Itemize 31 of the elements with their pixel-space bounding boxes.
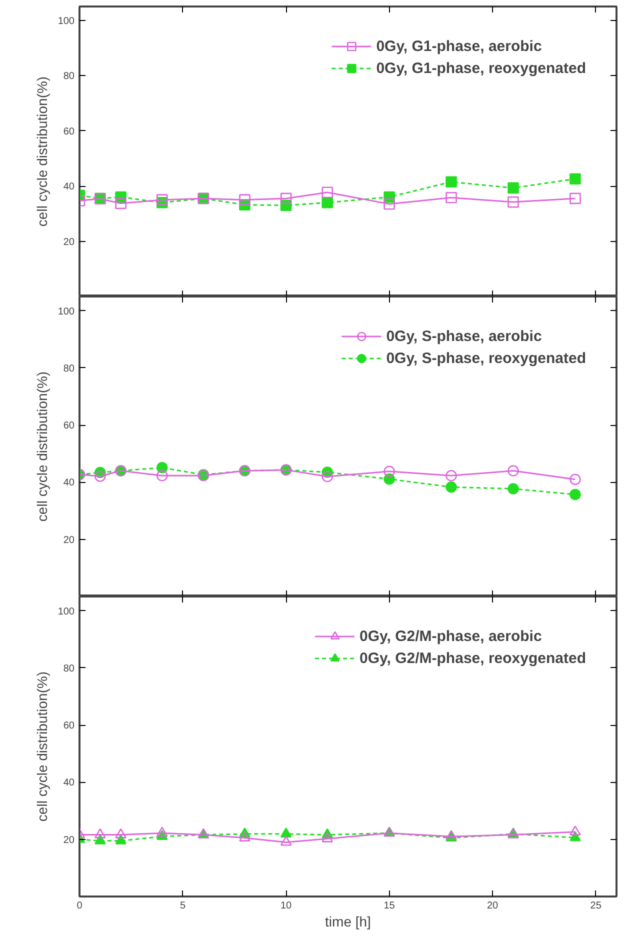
- y-axis-title: cell cycle distribution(%): [34, 76, 50, 227]
- legend-label: 0Gy, G2/M-phase, reoxygenated: [360, 650, 586, 666]
- legend-label: 0Gy, S-phase, reoxygenated: [386, 350, 586, 366]
- x-tick-label: 5: [180, 900, 186, 912]
- x-tick-label: 0: [76, 900, 83, 912]
- legend-label: 0Gy, G1-phase, aerobic: [376, 38, 542, 54]
- y-tick-label: 100: [58, 606, 75, 618]
- y-tick-label: 80: [63, 663, 75, 674]
- y-tick-label: 60: [63, 720, 75, 732]
- y-tick-label: 20: [63, 834, 75, 846]
- legend-label: 0Gy, S-phase, aerobic: [386, 328, 542, 344]
- y-tick-label: 80: [63, 363, 75, 374]
- legend-label: 0Gy, G1-phase, reoxygenated: [376, 60, 586, 76]
- y-axis-title: cell cycle distribution(%): [34, 371, 50, 522]
- y-tick-label: 20: [63, 534, 75, 546]
- y-axis-title: cell cycle distribution(%): [34, 671, 50, 822]
- y-tick-label: 40: [63, 182, 75, 193]
- x-tick-label: 20: [487, 900, 499, 912]
- legend-label: 0Gy, G2/M-phase, aerobic: [360, 628, 542, 644]
- y-tick-label: 60: [63, 126, 75, 138]
- y-tick-label: 60: [63, 420, 75, 432]
- y-tick-label: 100: [58, 306, 75, 318]
- y-tick-label: 20: [63, 236, 75, 248]
- y-tick-label: 40: [63, 778, 75, 789]
- x-tick-label: 15: [384, 900, 396, 912]
- y-tick-label: 100: [58, 16, 75, 27]
- y-tick-label: 40: [63, 478, 75, 489]
- y-tick-label: 80: [63, 71, 75, 82]
- x-tick-label: 25: [590, 900, 602, 912]
- x-axis-title: time [h]: [325, 914, 371, 930]
- x-tick-label: 10: [280, 900, 292, 912]
